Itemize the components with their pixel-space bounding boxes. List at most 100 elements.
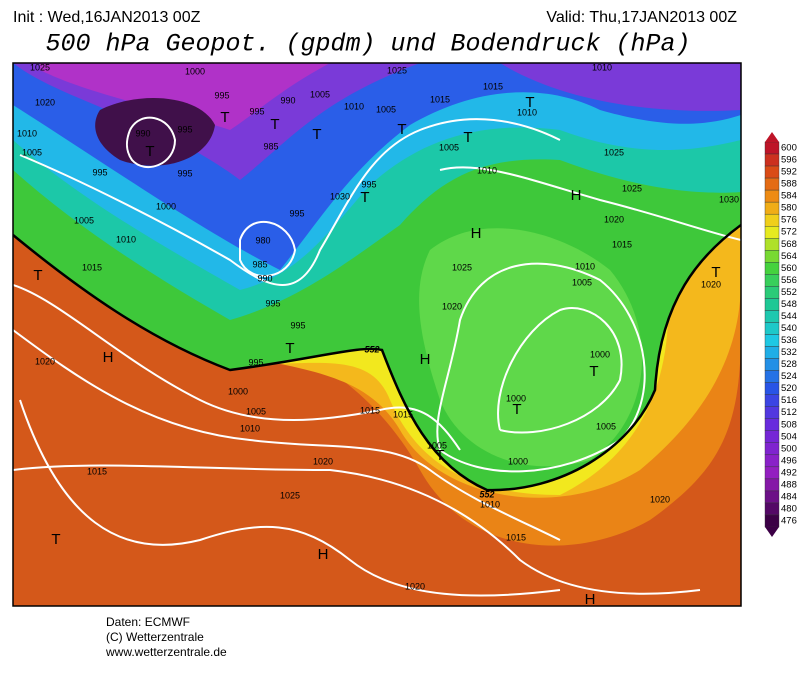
colorbar-cell — [764, 201, 780, 215]
colorbar-cell — [764, 490, 780, 504]
footer-line: (C) Wetterzentrale — [106, 630, 204, 644]
colorbar-label: 556 — [781, 275, 797, 286]
contour-label: 552 — [479, 489, 494, 499]
colorbar-label: 476 — [781, 516, 797, 527]
pressure-label: 1020 — [604, 214, 624, 224]
valid-time: Valid: Thu,17JAN2013 00Z — [546, 9, 737, 26]
colorbar-label: 564 — [781, 251, 797, 262]
pressure-label: 1020 — [650, 494, 670, 504]
colorbar-cell — [764, 226, 780, 239]
colorbar-label: 528 — [781, 359, 797, 370]
pressure-center: H — [471, 225, 482, 242]
pressure-label: 1010 — [575, 261, 595, 271]
colorbar-cell — [764, 454, 780, 468]
pressure-label: 995 — [214, 90, 229, 100]
colorbar-label: 516 — [781, 395, 797, 406]
pressure-center: T — [285, 340, 294, 357]
colorbar-label: 500 — [781, 443, 797, 454]
colorbar-cell — [764, 382, 780, 395]
pressure-label: 980 — [255, 235, 270, 245]
colorbar-label: 540 — [781, 323, 797, 334]
pressure-label: 1025 — [30, 62, 50, 72]
pressure-label: 1015 — [360, 405, 380, 415]
colorbar-end — [765, 527, 779, 538]
pressure-center: T — [525, 94, 534, 111]
pressure-label: 995 — [177, 124, 192, 134]
pressure-label: 1010 — [517, 107, 537, 117]
pressure-label: 1025 — [622, 183, 642, 193]
colorbar-label: 568 — [781, 239, 797, 250]
pressure-center: T — [435, 447, 444, 464]
isobar — [239, 221, 297, 277]
pressure-label: 1000 — [228, 386, 248, 396]
colorbar-label: 552 — [781, 287, 797, 298]
zone — [40, 63, 330, 130]
pressure-center: T — [145, 143, 154, 160]
colorbar-cell — [764, 250, 780, 263]
pressure-label: 1005 — [74, 215, 94, 225]
isobar — [125, 116, 177, 169]
pressure-label: 1015 — [506, 532, 526, 542]
map-title: 500 hPa Geopot. (gpdm) und Bodendruck (h… — [45, 30, 690, 59]
colorbar-label: 492 — [781, 467, 797, 478]
colorbar-cell — [764, 442, 780, 456]
init-time: Init : Wed,16JAN2013 00Z — [13, 9, 201, 26]
pressure-center: T — [360, 189, 369, 206]
colorbar-cell — [764, 177, 780, 191]
isobar — [436, 262, 646, 473]
colorbar-label: 488 — [781, 479, 797, 490]
isobar — [13, 329, 561, 541]
pressure-label: 995 — [361, 179, 376, 189]
colorbar-cell — [764, 466, 780, 480]
colorbar-label: 508 — [781, 419, 797, 430]
pressure-label: 1010 — [344, 101, 364, 111]
pressure-center: H — [318, 546, 329, 563]
colorbar-cell — [764, 370, 780, 383]
pressure-label: 1000 — [185, 66, 205, 76]
pressure-label: 1010 — [592, 62, 612, 72]
pressure-label: 1030 — [719, 194, 739, 204]
isobar — [497, 307, 623, 434]
pressure-label: 1015 — [393, 409, 413, 419]
pressure-label: 1015 — [82, 262, 102, 272]
pressure-label: 1005 — [22, 147, 42, 157]
pressure-center: T — [270, 116, 279, 133]
pressure-label: 1010 — [477, 165, 497, 175]
pressure-center: T — [33, 267, 42, 284]
pressure-label: 1000 — [156, 201, 176, 211]
colorbar-cell — [764, 189, 780, 203]
pressure-label: 1020 — [35, 356, 55, 366]
colorbar-label: 496 — [781, 455, 797, 466]
pressure-label: 995 — [249, 106, 264, 116]
colorbar-label: 576 — [781, 215, 797, 226]
pressure-label: 1025 — [387, 65, 407, 75]
pressure-label: 1000 — [508, 456, 528, 466]
pressure-label: 995 — [289, 208, 304, 218]
colorbar-cell — [764, 502, 780, 516]
colorbar-cell — [764, 322, 780, 335]
pressure-label: 1010 — [17, 128, 37, 138]
pressure-label: 1025 — [604, 147, 624, 157]
pressure-label: 995 — [248, 357, 263, 367]
pressure-label: 985 — [252, 259, 267, 269]
pressure-center: H — [420, 351, 431, 368]
colorbar-cell — [764, 394, 780, 407]
pressure-label: 1020 — [405, 581, 425, 591]
isobar — [439, 166, 741, 241]
pressure-center: T — [312, 126, 321, 143]
colorbar-cell — [764, 165, 780, 179]
colorbar-label: 544 — [781, 311, 797, 322]
pressure-label: 990 — [135, 128, 150, 138]
colorbar-label: 548 — [781, 299, 797, 310]
pressure-label: 1000 — [506, 393, 526, 403]
colorbar-label: 504 — [781, 431, 797, 442]
colorbar-label: 592 — [781, 167, 797, 178]
pressure-label: 1020 — [701, 279, 721, 289]
pressure-center: H — [571, 187, 582, 204]
pressure-center: T — [51, 531, 60, 548]
pressure-label: 1015 — [430, 94, 450, 104]
colorbar-cell — [764, 274, 780, 287]
pressure-label: 995 — [177, 168, 192, 178]
pressure-label: 1020 — [35, 97, 55, 107]
